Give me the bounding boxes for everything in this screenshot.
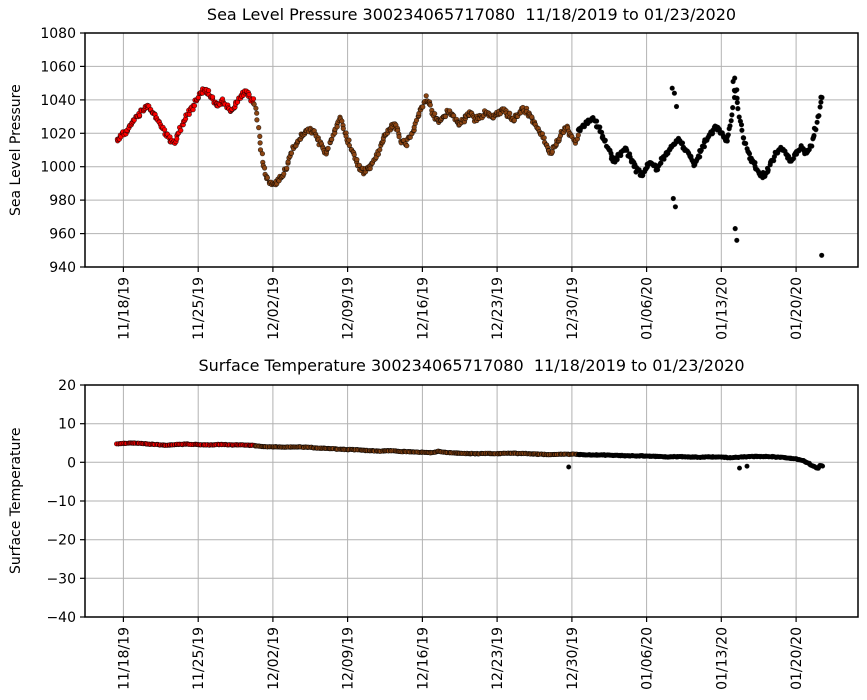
gridlines	[85, 384, 858, 618]
x-tick-label: 01/06/20	[640, 277, 656, 340]
x-tick-label: 01/13/20	[714, 277, 730, 340]
y-tick-label: 10	[58, 417, 76, 433]
chart-0: 1080 1060 1040 1020 1000 980 960 940 11/18/19 11/…	[40, 26, 859, 340]
scatter-black-segment	[575, 87, 825, 181]
y-tick-label: 980	[49, 193, 76, 209]
x-tick-label: 12/02/19	[266, 277, 282, 340]
pressure-chart-title: Sea Level Pressure 300234065717080 11/18…	[206, 5, 737, 24]
x-tick-label: 11/18/19	[116, 277, 132, 340]
y-tick-label: −20	[46, 533, 76, 549]
x-tick-label: 01/13/20	[714, 627, 730, 690]
x-tick-label: 12/16/19	[415, 277, 431, 340]
x-tick-label: 11/25/19	[191, 277, 207, 340]
y-tick-label: 1020	[40, 126, 76, 142]
x-tick-label: 12/09/19	[341, 277, 357, 340]
axis-ticks	[80, 32, 797, 272]
temperature-chart-title: Surface Temperature 300234065717080 11/1…	[198, 356, 745, 375]
x-tick-label: 12/16/19	[415, 627, 431, 690]
axis-ticks	[80, 384, 797, 622]
y-tick-label: −10	[46, 494, 76, 510]
x-tick-label: 12/23/19	[490, 627, 506, 690]
scatter-black-segment	[575, 451, 826, 471]
x-tick-label: 12/09/19	[341, 627, 357, 690]
y-tick-label: 1000	[40, 160, 76, 176]
scatter-red-segment	[114, 86, 257, 146]
y-tick-label: −30	[46, 571, 76, 587]
scatter-red-segment	[114, 440, 257, 449]
x-tick-label: 12/02/19	[266, 627, 282, 690]
x-tick-label: 11/25/19	[191, 627, 207, 690]
scatter-brown-segment	[251, 93, 581, 188]
outlier-points	[669, 75, 825, 258]
outlier-points	[566, 463, 750, 471]
axis-tick-labels: 20 10 0 −10 −20 −30 −40 11/18/19 11/25/19 12/02/1…	[46, 378, 805, 690]
chart-1: 20 10 0 −10 −20 −30 −40 11/18/19 11/25/19 12/02/1…	[46, 378, 859, 690]
y-tick-label: 960	[49, 227, 76, 243]
y-tick-label: 20	[58, 378, 76, 394]
y-tick-label: 1040	[40, 93, 76, 109]
scatter-brown-segment	[252, 443, 580, 458]
x-tick-label: 01/20/20	[789, 277, 805, 340]
pressure-y-axis-label: Sea Level Pressure	[8, 84, 24, 216]
y-tick-label: 940	[49, 260, 76, 276]
x-tick-label: 01/20/20	[789, 627, 805, 690]
axis-tick-labels: 1080 1060 1040 1020 1000 980 960 940 11/18/19 11/…	[40, 26, 805, 340]
x-tick-label: 12/30/19	[565, 277, 581, 340]
plot-border	[84, 32, 859, 268]
y-tick-label: −40	[46, 610, 76, 626]
y-tick-label: 1060	[40, 59, 76, 75]
x-tick-label: 01/06/20	[640, 627, 656, 690]
x-tick-label: 11/18/19	[116, 627, 132, 690]
y-tick-label: 0	[67, 455, 76, 471]
x-tick-label: 12/23/19	[490, 277, 506, 340]
x-tick-label: 12/30/19	[565, 627, 581, 690]
gridlines	[85, 32, 858, 268]
temperature-y-axis-label: Surface Temperature	[8, 427, 24, 575]
y-tick-label: 1080	[40, 26, 76, 42]
